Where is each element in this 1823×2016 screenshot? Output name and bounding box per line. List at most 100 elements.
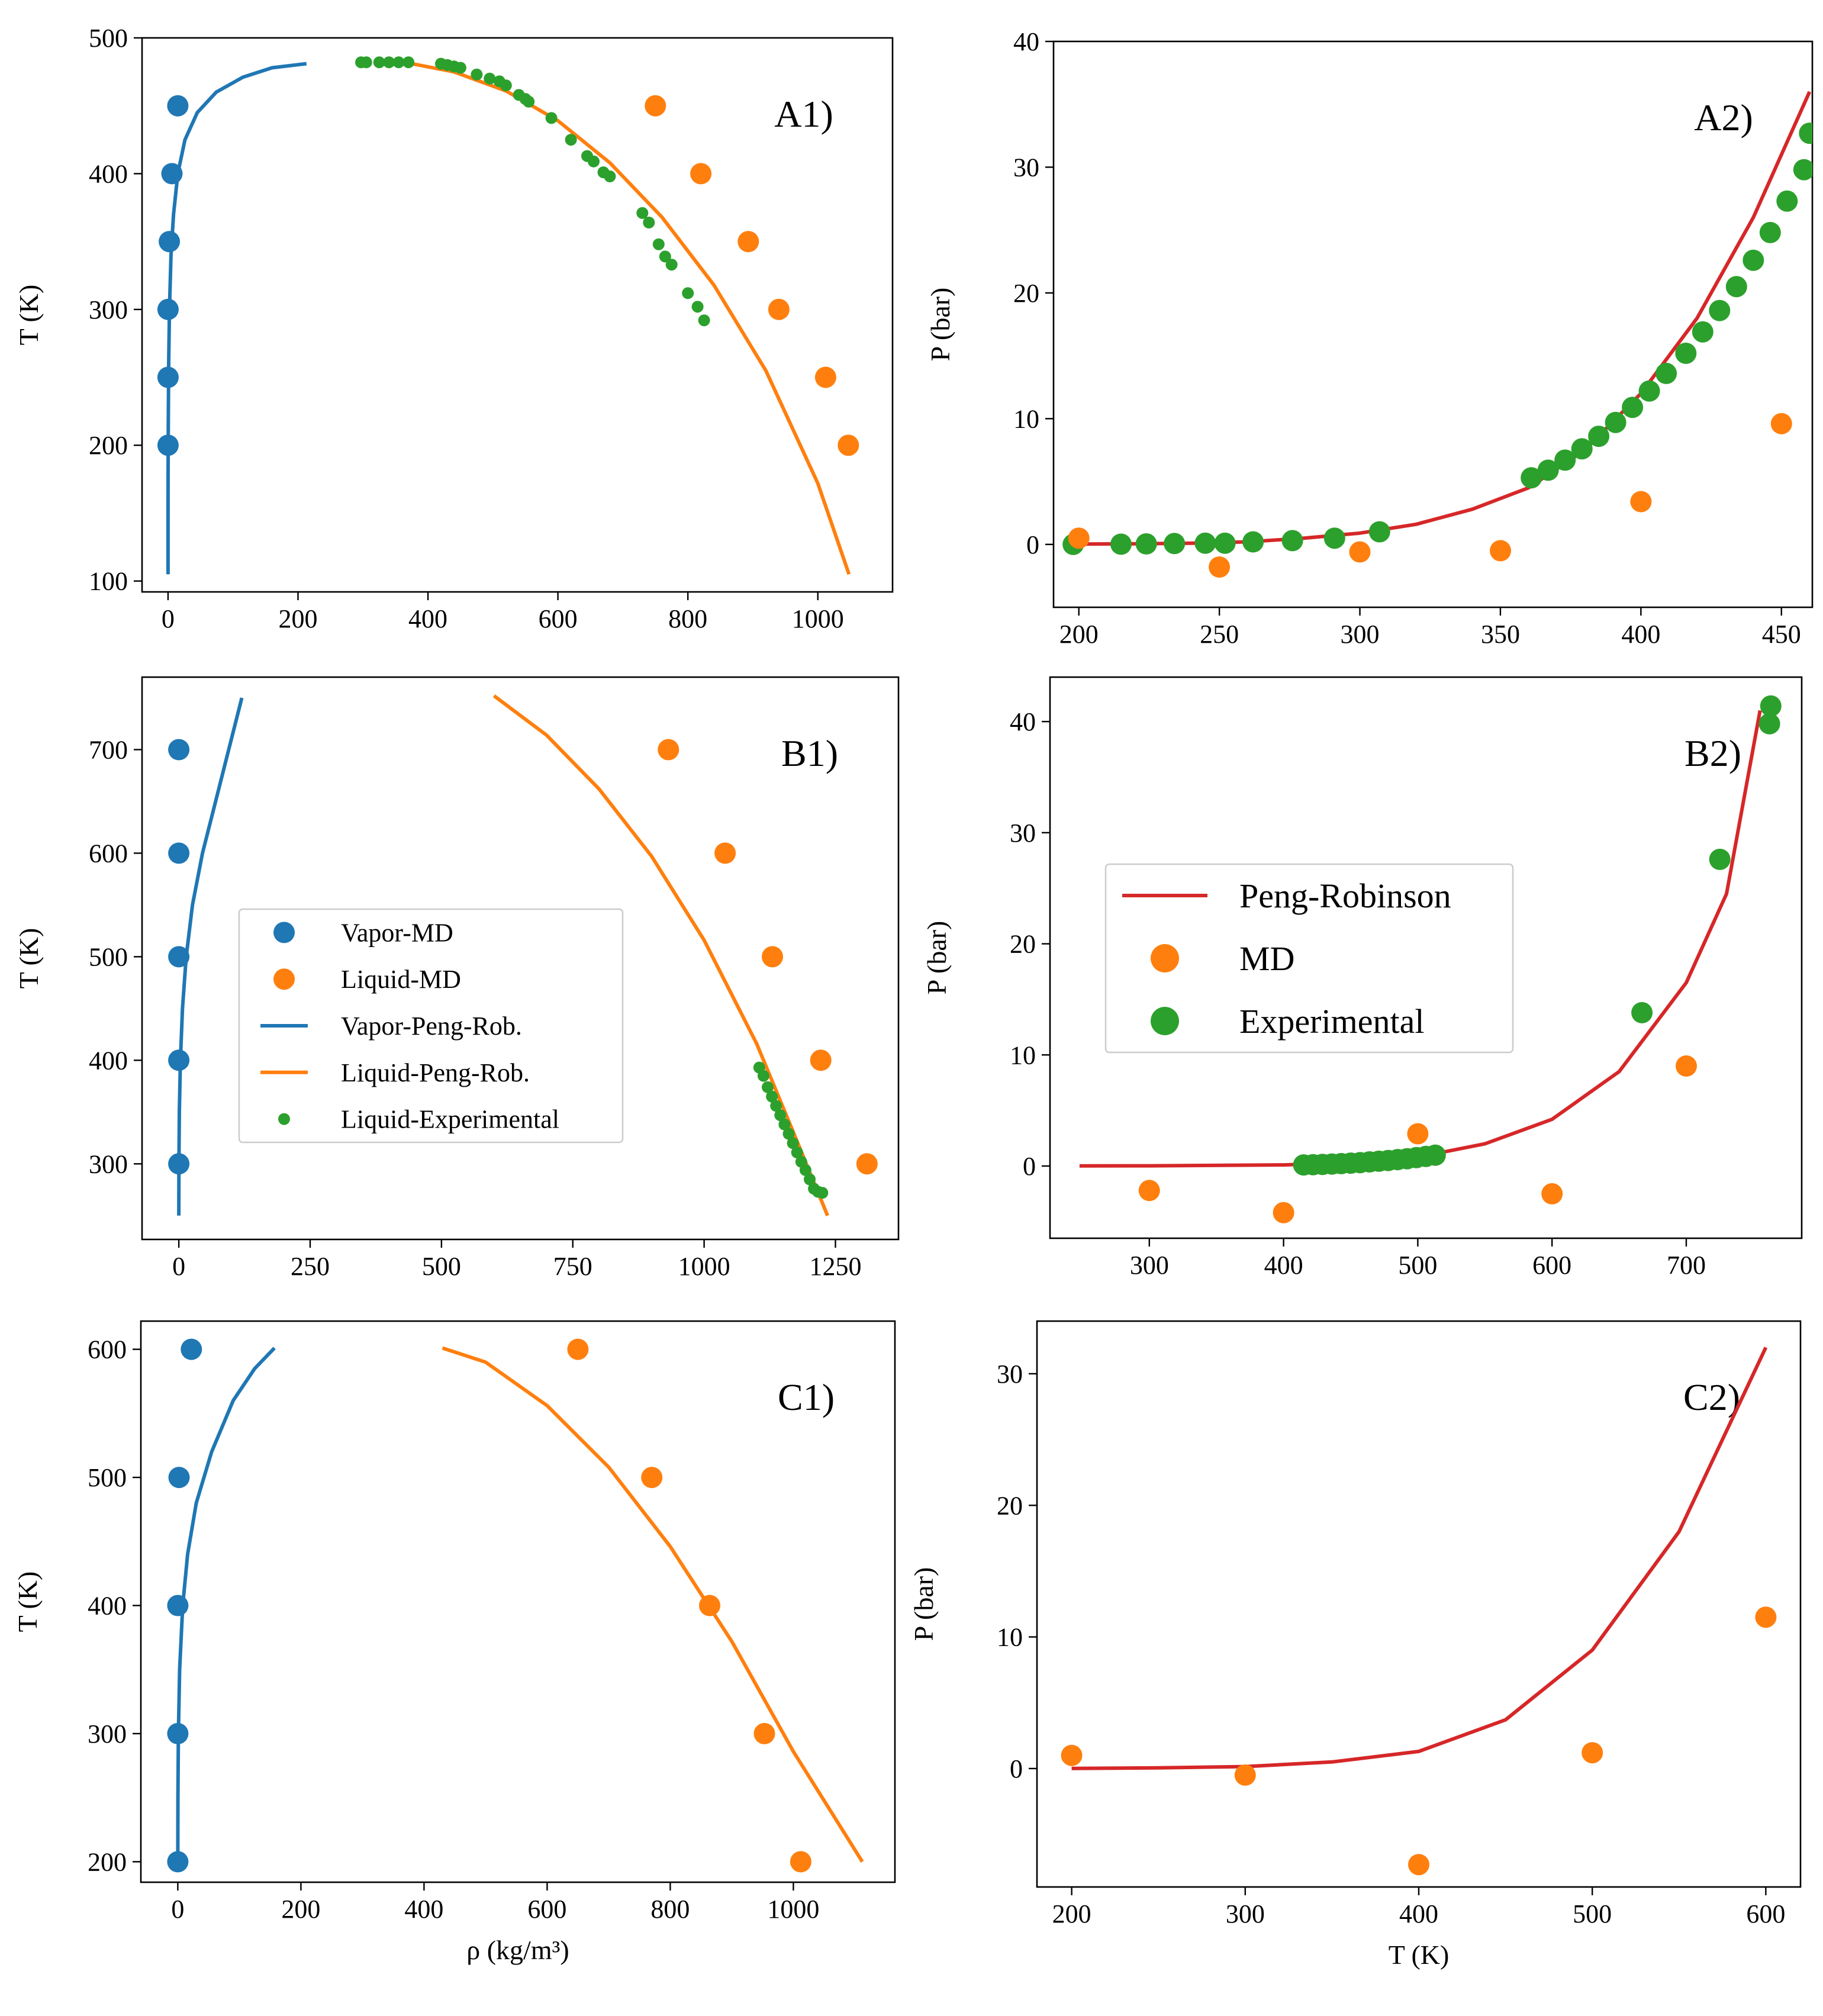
point-liquid-experimental <box>643 217 655 228</box>
x-tick-label: 800 <box>650 1895 690 1924</box>
point-liquid-experimental <box>757 1070 769 1082</box>
point-liquid-experimental <box>804 1173 816 1186</box>
y-tick-label: 20 <box>1010 930 1036 959</box>
point-experimental <box>1725 276 1747 298</box>
series-line-liquid-peng-rob- <box>492 694 829 1216</box>
axes-frame-b1 <box>141 676 900 1241</box>
x-tick-label: 1000 <box>678 1252 730 1281</box>
plot-area-a1 <box>157 56 859 575</box>
point-md <box>1138 1180 1160 1202</box>
x-tick-label: 200 <box>278 604 317 633</box>
point-liquid-experimental <box>500 79 512 92</box>
x-axis-label: T (K) <box>1389 1940 1450 1970</box>
x-tick-label: 400 <box>1399 1899 1438 1928</box>
y-tick-label: 200 <box>89 431 128 460</box>
series-line-peng-robinson <box>1071 1347 1768 1770</box>
x-tick-label: 300 <box>1130 1251 1169 1280</box>
point-vapor-md <box>161 163 183 185</box>
y-tick-label: 0 <box>1023 1152 1036 1181</box>
chart-b1: 0 250 500 750 1000 1250 300 400 500 600 700 T (K) B1… <box>14 676 900 1281</box>
point-liquid-md <box>856 1153 878 1175</box>
point-liquid-md <box>768 298 790 320</box>
point-md <box>1755 1606 1777 1628</box>
point-experimental <box>1521 467 1542 489</box>
point-liquid-experimental <box>659 250 671 263</box>
point-experimental <box>1793 159 1812 181</box>
point-liquid-experimental <box>373 56 385 69</box>
point-liquid-experimental <box>402 56 415 69</box>
point-vapor-md <box>168 739 190 761</box>
axes-frame-b2 <box>1049 676 1803 1239</box>
point-md <box>1234 1764 1256 1786</box>
series-line-liquid-peng-rob- <box>411 62 851 575</box>
point-liquid-md <box>641 1467 663 1489</box>
legend-frame <box>238 908 624 1144</box>
legend-b1: Vapor-MD Liquid-MD Vapor-Peng-Rob. Liquid-P… <box>238 908 624 1144</box>
point-liquid-md <box>567 1338 589 1360</box>
point-experimental <box>1135 533 1157 555</box>
y-tick-label: 300 <box>88 1719 127 1748</box>
plot-area-a2 <box>1062 91 1812 578</box>
point-experimental <box>1638 380 1660 402</box>
point-liquid-experimental <box>766 1090 778 1103</box>
point-liquid-experimental <box>471 68 483 80</box>
point-experimental <box>1692 321 1714 343</box>
x-tick-label: 200 <box>1052 1899 1091 1928</box>
x-tick-label: 600 <box>527 1895 566 1924</box>
x-tick-label: 600 <box>1532 1251 1571 1280</box>
point-experimental <box>1799 123 1812 144</box>
x-tick-label: 0 <box>162 604 175 633</box>
point-vapor-md <box>157 298 179 320</box>
point-experimental <box>1622 397 1644 418</box>
axes-frame-a1 <box>141 37 894 593</box>
panel-label: B2) <box>1684 732 1741 774</box>
point-liquid-experimental <box>691 301 704 313</box>
legend-liquid-md-icon <box>273 968 295 990</box>
point-md <box>1061 1744 1083 1766</box>
point-experimental <box>1675 342 1697 364</box>
point-experimental <box>1368 521 1390 543</box>
point-experimental <box>1776 190 1798 212</box>
y-tick-label: 40 <box>1013 27 1039 56</box>
point-liquid-md <box>645 95 666 117</box>
point-vapor-md <box>167 95 189 117</box>
legend-vapor-md-label: Vapor-MD <box>341 918 453 947</box>
point-liquid-experimental <box>770 1100 782 1112</box>
plot-area-c2 <box>1061 1347 1777 1876</box>
legend-experimental-icon <box>1151 1007 1179 1035</box>
point-liquid-experimental <box>383 56 395 69</box>
y-tick-label: 20 <box>1013 279 1039 308</box>
point-liquid-experimental <box>698 314 710 327</box>
point-liquid-experimental <box>774 1109 787 1122</box>
point-experimental <box>1554 449 1576 471</box>
legend-md-icon <box>1151 944 1179 972</box>
point-experimental <box>1605 411 1626 433</box>
point-experimental <box>1758 713 1780 735</box>
point-md <box>1209 556 1231 578</box>
y-tick-label: 0 <box>1026 530 1039 559</box>
point-liquid-experimental <box>604 170 616 182</box>
point-vapor-md <box>167 1595 189 1616</box>
point-liquid-md <box>714 842 736 864</box>
point-liquid-experimental <box>778 1118 791 1131</box>
y-tick-label: 500 <box>89 24 128 53</box>
series-line-liquid-peng-rob- <box>442 1346 864 1863</box>
y-tick-label: 10 <box>1010 1041 1036 1070</box>
series-line-peng-robinson <box>1064 91 1812 546</box>
x-tick-label: 600 <box>1746 1899 1785 1928</box>
point-experimental <box>1709 848 1731 870</box>
x-tick-label: 400 <box>1264 1251 1303 1280</box>
x-tick-label: 500 <box>1398 1251 1437 1280</box>
y-tick-label: 40 <box>1010 707 1036 736</box>
y-tick-label: 600 <box>88 1335 127 1364</box>
axes-frame-a2 <box>1052 40 1814 608</box>
panel-label: C1) <box>778 1376 835 1418</box>
point-md <box>1541 1183 1563 1205</box>
point-vapor-md <box>157 434 179 456</box>
y-tick-label: 300 <box>89 295 128 324</box>
point-liquid-md <box>762 946 783 968</box>
point-experimental <box>1110 533 1132 555</box>
series-line-peng-robinson <box>1079 710 1762 1168</box>
point-experimental <box>1537 459 1559 481</box>
